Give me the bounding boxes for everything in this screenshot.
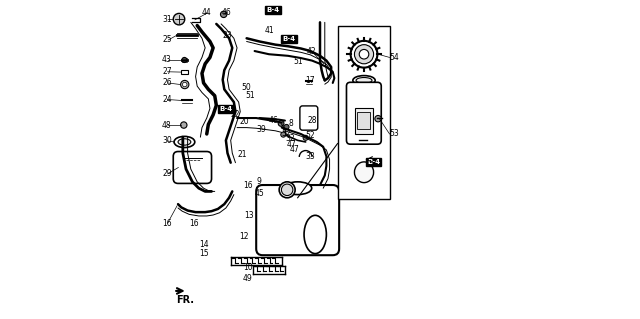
Circle shape: [359, 49, 369, 59]
Text: 52: 52: [281, 129, 291, 137]
Text: 30: 30: [162, 137, 172, 145]
Bar: [356, 112, 371, 129]
Text: B-4: B-4: [282, 36, 296, 42]
Text: 46: 46: [269, 116, 278, 125]
Text: 54: 54: [390, 53, 399, 62]
Text: 9: 9: [256, 177, 261, 186]
Text: 31: 31: [162, 15, 172, 24]
Ellipse shape: [304, 215, 326, 254]
Text: 39: 39: [257, 125, 267, 134]
Text: 47: 47: [286, 140, 296, 149]
Text: 16: 16: [243, 181, 252, 190]
Text: 16: 16: [162, 219, 172, 228]
Ellipse shape: [356, 78, 372, 83]
Text: 20: 20: [239, 117, 249, 126]
Text: 47: 47: [290, 145, 300, 154]
Text: 42: 42: [307, 47, 316, 56]
Text: 17: 17: [305, 76, 315, 85]
Circle shape: [281, 132, 286, 137]
Circle shape: [355, 45, 374, 64]
Ellipse shape: [355, 162, 374, 182]
FancyBboxPatch shape: [256, 185, 339, 255]
Text: 29: 29: [162, 169, 172, 178]
Circle shape: [180, 80, 189, 89]
Circle shape: [284, 124, 289, 130]
Text: 32: 32: [285, 134, 294, 143]
Circle shape: [303, 135, 308, 140]
Text: 13: 13: [244, 211, 253, 220]
Circle shape: [282, 184, 293, 196]
Text: 33: 33: [306, 152, 316, 161]
Circle shape: [180, 122, 187, 128]
Text: 50: 50: [241, 83, 251, 92]
Text: 48: 48: [162, 121, 172, 130]
Text: 45: 45: [255, 189, 265, 198]
Text: 51: 51: [245, 91, 255, 100]
Text: 14: 14: [199, 240, 209, 249]
FancyBboxPatch shape: [300, 106, 318, 130]
Text: 10: 10: [243, 263, 252, 272]
Text: FR.: FR.: [177, 295, 195, 305]
Text: 27: 27: [162, 67, 172, 76]
Circle shape: [278, 121, 284, 126]
Bar: [181, 70, 188, 74]
Circle shape: [182, 57, 187, 63]
Text: B-4: B-4: [266, 7, 280, 13]
Text: 28: 28: [307, 116, 317, 125]
Text: 16: 16: [189, 219, 199, 228]
Text: 21: 21: [237, 150, 247, 159]
Text: 8: 8: [288, 119, 293, 128]
Circle shape: [279, 182, 295, 198]
Circle shape: [375, 115, 381, 122]
Text: 44: 44: [202, 8, 212, 17]
Ellipse shape: [174, 137, 195, 148]
Text: B-4: B-4: [220, 106, 233, 112]
Ellipse shape: [284, 182, 312, 195]
Circle shape: [220, 11, 227, 18]
Ellipse shape: [178, 139, 191, 145]
Circle shape: [351, 41, 378, 68]
Text: 51: 51: [293, 57, 303, 66]
FancyBboxPatch shape: [346, 82, 381, 144]
Text: 25: 25: [162, 35, 172, 44]
Bar: [355, 108, 372, 134]
Text: 53: 53: [390, 130, 399, 138]
Circle shape: [173, 13, 185, 25]
Text: 43: 43: [162, 56, 172, 64]
Text: 49: 49: [243, 274, 253, 283]
Bar: [337, 26, 390, 199]
Ellipse shape: [353, 76, 375, 85]
Text: 41: 41: [264, 26, 274, 35]
Text: 26: 26: [162, 78, 172, 87]
Text: B-4: B-4: [367, 159, 380, 165]
Text: 12: 12: [239, 232, 249, 241]
Text: 23: 23: [222, 31, 232, 40]
Text: 24: 24: [162, 95, 172, 104]
Text: 46: 46: [222, 8, 232, 17]
Text: 52: 52: [305, 131, 315, 140]
Circle shape: [182, 82, 187, 87]
Text: 22: 22: [230, 110, 240, 119]
Text: 15: 15: [199, 249, 209, 258]
FancyBboxPatch shape: [173, 152, 212, 183]
